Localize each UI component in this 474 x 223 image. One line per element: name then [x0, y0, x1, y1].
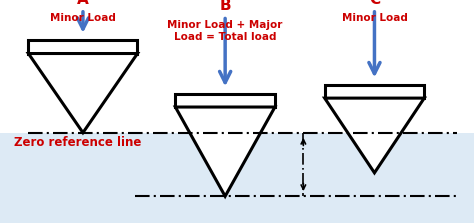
- Polygon shape: [28, 40, 137, 54]
- Text: C: C: [369, 0, 380, 7]
- Text: Minor Load: Minor Load: [342, 13, 407, 23]
- Text: Minor Load + Major
Load = Total load: Minor Load + Major Load = Total load: [167, 20, 283, 42]
- FancyBboxPatch shape: [0, 133, 474, 223]
- Polygon shape: [325, 98, 424, 173]
- Text: Minor Load: Minor Load: [50, 13, 116, 23]
- Polygon shape: [175, 94, 275, 107]
- Polygon shape: [28, 54, 137, 133]
- Text: A: A: [77, 0, 89, 7]
- Text: B: B: [219, 0, 231, 13]
- Polygon shape: [175, 107, 275, 196]
- Text: Zero reference line: Zero reference line: [14, 136, 142, 149]
- Polygon shape: [325, 85, 424, 98]
